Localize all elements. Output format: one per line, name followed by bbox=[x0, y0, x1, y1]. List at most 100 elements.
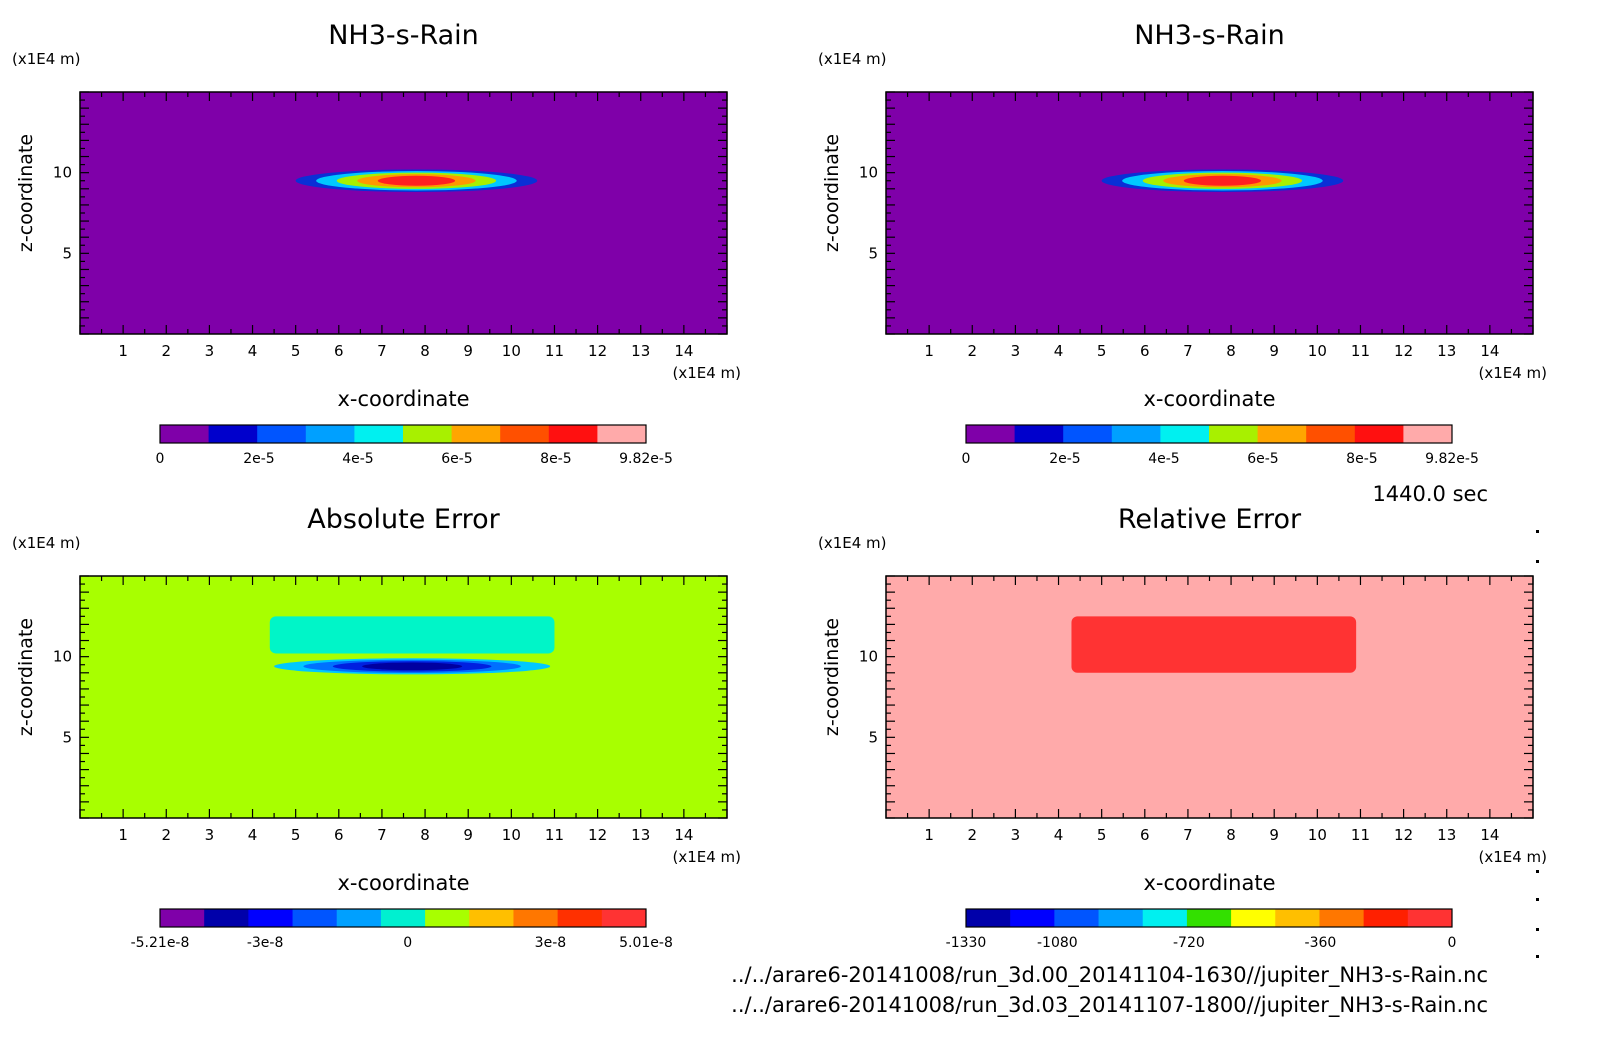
x-tick-label: 11 bbox=[1351, 342, 1370, 360]
x-axis-label: x-coordinate bbox=[1143, 871, 1275, 895]
colorbar-swatch bbox=[1407, 909, 1453, 927]
colorbar-tick-label: 2e-5 bbox=[1049, 451, 1080, 467]
x-tick-label: 3 bbox=[205, 826, 215, 844]
x-tick-label: 14 bbox=[674, 342, 693, 360]
x-tick-label: 4 bbox=[1054, 826, 1064, 844]
colorbar-tick-label: 8e-5 bbox=[540, 451, 571, 467]
field-region bbox=[269, 616, 555, 654]
plot-features bbox=[1101, 169, 1344, 193]
x-tick-label: 13 bbox=[631, 826, 650, 844]
x-tick-label: 3 bbox=[1011, 826, 1021, 844]
y-tick-label: 10 bbox=[859, 164, 878, 182]
colorbar-tick-label: 0 bbox=[962, 451, 971, 467]
x-tick-label: 11 bbox=[1351, 826, 1370, 844]
y-axis-label: z-coordinate bbox=[821, 618, 843, 736]
colorbar-tick-label: -3e-8 bbox=[247, 935, 284, 951]
y-tick-label: 5 bbox=[62, 244, 72, 262]
colorbar-swatch bbox=[208, 425, 258, 443]
plot-features bbox=[1071, 616, 1357, 673]
x-tick-label: 7 bbox=[377, 826, 387, 844]
y-unit-label: (x1E4 m) bbox=[818, 50, 887, 68]
colorbar-frame bbox=[159, 424, 647, 444]
x-axis-label: x-coordinate bbox=[1143, 387, 1275, 411]
chart-title: Relative Error bbox=[1118, 504, 1302, 535]
colorbar-swatch bbox=[354, 425, 404, 443]
x-unit-label: (x1E4 m) bbox=[1478, 364, 1547, 382]
colorbar-swatch bbox=[257, 425, 307, 443]
colorbar-frame bbox=[159, 908, 647, 928]
colorbar-tick-label: -720 bbox=[1173, 935, 1205, 951]
colorbar-tick-label: 2e-5 bbox=[243, 451, 274, 467]
x-tick-label: 12 bbox=[588, 342, 607, 360]
x-tick-label: 6 bbox=[1140, 342, 1150, 360]
x-tick-label: 13 bbox=[1437, 826, 1456, 844]
colorbar-swatch bbox=[548, 425, 598, 443]
colorbar-swatch bbox=[1010, 909, 1055, 927]
colorbar-swatch bbox=[557, 909, 603, 927]
x-tick-label: 9 bbox=[1269, 342, 1279, 360]
chart-title: Absolute Error bbox=[307, 504, 500, 535]
x-tick-label: 2 bbox=[161, 826, 171, 844]
plot-features bbox=[269, 616, 555, 675]
x-tick-label: 2 bbox=[161, 342, 171, 360]
x-tick-label: 4 bbox=[248, 342, 258, 360]
colorbar-swatch bbox=[292, 909, 338, 927]
x-tick-label: 4 bbox=[1054, 342, 1064, 360]
x-tick-label: 12 bbox=[1394, 826, 1413, 844]
x-tick-label: 11 bbox=[545, 826, 564, 844]
x-tick-label: 8 bbox=[1226, 826, 1236, 844]
colorbar-tick-label: 8e-5 bbox=[1346, 451, 1377, 467]
colorbar-swatch bbox=[305, 425, 355, 443]
y-axis-label: z-coordinate bbox=[15, 134, 37, 252]
x-tick-label: 10 bbox=[502, 342, 521, 360]
plot-background bbox=[886, 576, 1533, 818]
x-tick-label: 10 bbox=[502, 826, 521, 844]
x-tick-label: 9 bbox=[1269, 826, 1279, 844]
y-tick-label: 10 bbox=[53, 164, 72, 182]
x-tick-label: 1 bbox=[924, 826, 934, 844]
y-tick-label: 5 bbox=[62, 728, 72, 746]
colorbar-swatch bbox=[425, 909, 470, 927]
chart-title: NH3-s-Rain bbox=[328, 20, 479, 51]
x-axis-label: x-coordinate bbox=[337, 387, 469, 411]
colorbar-tick-label: 0 bbox=[156, 451, 165, 467]
colorbar-swatch bbox=[500, 425, 550, 443]
y-axis-label: z-coordinate bbox=[15, 618, 37, 736]
colorbar-tick-label: 6e-5 bbox=[441, 451, 472, 467]
colorbar-frame bbox=[965, 908, 1453, 928]
plot-background bbox=[886, 92, 1533, 334]
x-unit-label: (x1E4 m) bbox=[672, 848, 741, 866]
x-tick-label: 5 bbox=[291, 342, 301, 360]
field-contour bbox=[377, 175, 456, 186]
plot-background bbox=[80, 92, 727, 334]
colorbar-swatch bbox=[1014, 425, 1064, 443]
colorbar-swatch bbox=[1275, 909, 1320, 927]
marker-dot bbox=[1536, 898, 1539, 901]
colorbar-swatch bbox=[1257, 425, 1307, 443]
x-tick-label: 6 bbox=[334, 342, 344, 360]
file-path-list: ../../arare6-20141008/run_3d.00_20141104… bbox=[731, 960, 1488, 1020]
field-contour bbox=[362, 662, 463, 671]
colorbar-swatch bbox=[1231, 909, 1276, 927]
colorbar-swatch bbox=[1054, 909, 1100, 927]
colorbar-swatch bbox=[1160, 425, 1210, 443]
x-tick-label: 5 bbox=[1097, 826, 1107, 844]
time-label: 1440.0 sec bbox=[1372, 482, 1488, 506]
x-tick-label: 2 bbox=[967, 826, 977, 844]
colorbar-frame bbox=[965, 424, 1453, 444]
x-tick-label: 13 bbox=[631, 342, 650, 360]
x-tick-label: 8 bbox=[1226, 342, 1236, 360]
x-tick-label: 8 bbox=[420, 342, 430, 360]
colorbar-tick-label: 9.82e-5 bbox=[619, 451, 673, 467]
colorbar-tick-label: 6e-5 bbox=[1247, 451, 1278, 467]
marker-dot bbox=[1536, 560, 1539, 563]
colorbar-swatch bbox=[966, 909, 1011, 927]
x-tick-label: 12 bbox=[1394, 342, 1413, 360]
x-tick-label: 2 bbox=[967, 342, 977, 360]
colorbar-swatch bbox=[469, 909, 514, 927]
x-tick-label: 12 bbox=[588, 826, 607, 844]
x-tick-label: 8 bbox=[420, 826, 430, 844]
colorbar-tick-label: -1080 bbox=[1037, 935, 1078, 951]
x-tick-label: 14 bbox=[674, 826, 693, 844]
